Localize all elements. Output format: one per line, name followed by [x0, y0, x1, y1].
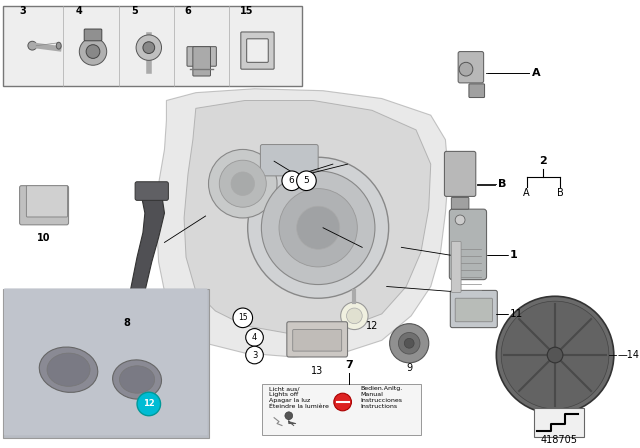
- Text: —14: —14: [618, 350, 640, 360]
- Circle shape: [399, 332, 420, 354]
- FancyBboxPatch shape: [451, 290, 497, 327]
- Circle shape: [455, 215, 465, 225]
- Text: Apagar la luz: Apagar la luz: [269, 398, 310, 403]
- FancyBboxPatch shape: [187, 47, 216, 66]
- Circle shape: [296, 171, 316, 190]
- FancyBboxPatch shape: [26, 185, 68, 217]
- FancyBboxPatch shape: [260, 145, 318, 176]
- Circle shape: [404, 338, 414, 348]
- Text: 15: 15: [238, 313, 248, 322]
- FancyBboxPatch shape: [458, 52, 484, 83]
- Text: 4: 4: [252, 333, 257, 342]
- Circle shape: [246, 328, 263, 346]
- Ellipse shape: [56, 42, 61, 49]
- Text: Instructions: Instructions: [360, 404, 397, 409]
- Circle shape: [285, 412, 292, 420]
- Text: 8: 8: [124, 318, 131, 328]
- Text: 12: 12: [366, 321, 378, 331]
- FancyBboxPatch shape: [469, 84, 484, 98]
- Text: 13: 13: [311, 366, 323, 376]
- Circle shape: [220, 160, 266, 207]
- Bar: [534, 408, 584, 437]
- Circle shape: [296, 206, 340, 249]
- Text: 3: 3: [252, 350, 257, 360]
- Circle shape: [497, 296, 614, 414]
- FancyBboxPatch shape: [287, 322, 348, 357]
- Text: 11: 11: [510, 309, 524, 319]
- Text: Lights off: Lights off: [269, 392, 298, 397]
- Circle shape: [459, 62, 473, 76]
- FancyBboxPatch shape: [193, 47, 211, 76]
- FancyBboxPatch shape: [455, 298, 492, 322]
- Ellipse shape: [120, 366, 155, 393]
- FancyBboxPatch shape: [292, 330, 342, 351]
- FancyBboxPatch shape: [444, 151, 476, 196]
- Text: Manual: Manual: [360, 392, 383, 397]
- Text: 418705: 418705: [541, 435, 577, 445]
- Text: 4: 4: [76, 6, 82, 17]
- FancyBboxPatch shape: [241, 32, 274, 69]
- Text: 1: 1: [510, 250, 518, 260]
- Circle shape: [261, 171, 375, 284]
- Text: 7: 7: [346, 360, 353, 370]
- Circle shape: [279, 189, 357, 267]
- FancyBboxPatch shape: [84, 29, 102, 41]
- FancyBboxPatch shape: [4, 289, 207, 435]
- Circle shape: [346, 308, 362, 324]
- Bar: [262, 384, 421, 435]
- Circle shape: [248, 157, 388, 298]
- Text: B: B: [499, 179, 507, 189]
- Circle shape: [246, 346, 263, 364]
- Text: 15: 15: [240, 6, 253, 17]
- Text: 10: 10: [37, 233, 51, 243]
- Text: Instrucciones: Instrucciones: [360, 398, 403, 403]
- Text: B: B: [557, 189, 563, 198]
- Text: 12: 12: [143, 400, 155, 409]
- Text: 2: 2: [540, 156, 547, 166]
- Circle shape: [137, 392, 161, 416]
- Bar: [3, 289, 209, 438]
- Text: Éteindre la lumière: Éteindre la lumière: [269, 404, 329, 409]
- Circle shape: [86, 45, 100, 58]
- Text: 6: 6: [289, 176, 294, 185]
- Circle shape: [501, 301, 609, 409]
- FancyBboxPatch shape: [135, 182, 168, 200]
- Circle shape: [233, 308, 253, 327]
- Circle shape: [547, 347, 563, 363]
- Circle shape: [136, 35, 161, 60]
- Bar: [3, 5, 301, 86]
- Polygon shape: [157, 89, 449, 357]
- Circle shape: [282, 171, 301, 190]
- Ellipse shape: [47, 353, 90, 386]
- Circle shape: [334, 393, 351, 411]
- Circle shape: [143, 42, 155, 53]
- Text: Bedien.Anltg.: Bedien.Anltg.: [360, 386, 403, 391]
- FancyBboxPatch shape: [451, 198, 469, 209]
- Ellipse shape: [39, 347, 98, 392]
- Text: 9: 9: [406, 363, 412, 373]
- Text: A: A: [532, 68, 540, 78]
- Text: 5: 5: [303, 176, 309, 185]
- Circle shape: [79, 38, 107, 65]
- Circle shape: [209, 150, 277, 218]
- FancyBboxPatch shape: [451, 241, 461, 293]
- FancyBboxPatch shape: [20, 185, 68, 225]
- Circle shape: [390, 324, 429, 363]
- FancyBboxPatch shape: [449, 209, 486, 280]
- Text: Licht aus/: Licht aus/: [269, 386, 300, 391]
- Polygon shape: [184, 100, 431, 333]
- Ellipse shape: [113, 360, 161, 399]
- Circle shape: [340, 302, 368, 330]
- Circle shape: [231, 172, 255, 195]
- Text: 5: 5: [131, 6, 138, 17]
- Ellipse shape: [28, 41, 36, 50]
- Text: 3: 3: [20, 6, 26, 17]
- FancyBboxPatch shape: [246, 39, 268, 62]
- Text: 6: 6: [184, 6, 191, 17]
- Text: A: A: [524, 189, 530, 198]
- Polygon shape: [127, 184, 164, 321]
